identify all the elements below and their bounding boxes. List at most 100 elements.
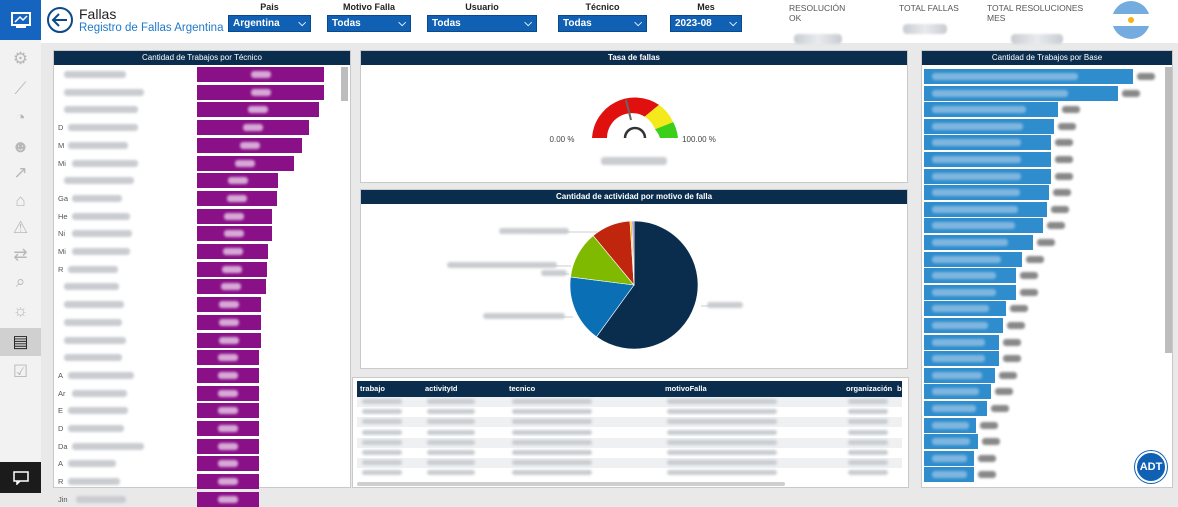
base-name-blurred <box>932 355 985 363</box>
pie-slice[interactable] <box>631 220 635 286</box>
sidebar-item-trend[interactable]: ↗ <box>0 159 41 187</box>
filter-label: Motivo Falla <box>342 2 395 12</box>
gauge-band-green <box>655 122 678 138</box>
sidebar-item-tag[interactable]: ⌂ <box>0 187 41 215</box>
tech-name-blurred <box>68 371 134 379</box>
table-cell-blurred <box>362 429 402 435</box>
base-bar-value-blurred <box>978 471 997 479</box>
base-bar-value-blurred <box>1003 355 1022 363</box>
base-name-blurred <box>932 421 969 429</box>
sidebar-item-search-chart[interactable]: ⌕ <box>0 268 41 296</box>
column-header[interactable]: activityId <box>425 384 458 393</box>
tech-bar-value-blurred <box>218 478 239 486</box>
tech-name-blurred <box>72 159 138 167</box>
pais-select[interactable]: Argentina ⌵ <box>228 15 311 32</box>
tech-name-label: Ni <box>58 229 66 239</box>
sidebar-item-checklist[interactable]: ☑ <box>0 358 41 386</box>
table-cell-blurred <box>512 470 592 476</box>
back-button[interactable] <box>47 7 73 33</box>
kpi-value-blurred <box>794 34 842 44</box>
lightbulb-icon: ☼ <box>12 301 29 320</box>
column-header[interactable]: tecnico <box>509 384 536 393</box>
base-bar-value-blurred <box>1019 288 1038 296</box>
tech-name-label: E <box>58 406 64 416</box>
base-name-blurred <box>932 239 1009 246</box>
tech-name-label: A <box>58 370 64 380</box>
table-row[interactable] <box>357 448 902 458</box>
table-cell-blurred <box>512 439 592 445</box>
tech-name-blurred <box>72 248 130 255</box>
tech-scrollbar[interactable] <box>341 67 348 101</box>
column-header[interactable]: trabajo <box>360 384 386 393</box>
select-value: Argentina <box>233 18 280 29</box>
table-cell-blurred <box>427 450 475 455</box>
tech-name-label: R <box>58 264 64 274</box>
tech-name-label: Jin <box>58 494 68 504</box>
tech-name-blurred <box>68 265 118 273</box>
table-cell-blurred <box>512 429 592 435</box>
sidebar-item-warning[interactable]: ⚠ <box>0 214 41 242</box>
table-cell-blurred <box>512 450 592 455</box>
filter-mes: Mes 2023-08 ⌵ <box>670 2 742 32</box>
table-cell-blurred <box>362 439 402 445</box>
filter-usuario: Usuario Todas ⌵ <box>427 2 537 32</box>
select-value: Todas <box>332 18 361 29</box>
tech-name-label: Ar <box>58 388 66 398</box>
tech-name-label: M <box>58 140 65 150</box>
filter-label: Pais <box>260 2 279 12</box>
panel-header: Cantidad de actividad por motivo de fall… <box>361 190 907 204</box>
base-name-blurred <box>932 172 1022 180</box>
tech-name-blurred <box>68 425 124 432</box>
sidebar-item-lightbulb[interactable]: ☼ <box>0 297 41 325</box>
pie-slice[interactable] <box>569 276 635 338</box>
sidebar-item-gauge[interactable]: ◔ <box>0 104 41 132</box>
table-cell-blurred <box>427 429 475 435</box>
kpi-label: TOTAL FALLAS <box>899 3 959 13</box>
table-row[interactable] <box>357 458 902 469</box>
panel-tasa-fallas: Tasa de fallas 0.00 % 100.00 % <box>360 50 908 183</box>
table-cell-blurred <box>512 409 592 415</box>
panel-tabla-trabajos: trabajo activityId tecnico motivoFalla organ… <box>352 377 909 488</box>
sidebar-item-report-alert[interactable]: ▤ <box>0 328 41 356</box>
panel-header: Tasa de fallas <box>361 51 907 65</box>
column-header[interactable]: b <box>897 384 902 393</box>
table-cell-blurred <box>362 460 402 466</box>
mes-select[interactable]: 2023-08 ⌵ <box>670 15 742 32</box>
sidebar-item-swap[interactable]: ⇄ <box>0 241 41 269</box>
table-row[interactable] <box>357 437 902 448</box>
tech-bar-value-blurred <box>247 106 268 114</box>
tecnico-select[interactable]: Todas ⌵ <box>558 15 647 32</box>
sidebar-item-people[interactable]: ☻ <box>0 133 41 161</box>
gauge-max-label: 100.00 % <box>682 135 716 144</box>
tech-bar-value-blurred <box>250 71 271 78</box>
tech-name-blurred <box>68 141 128 149</box>
tech-name-blurred <box>72 442 144 450</box>
column-header[interactable]: motivoFalla <box>665 384 707 393</box>
table-hscrollbar[interactable] <box>357 482 785 486</box>
table-row[interactable] <box>357 417 902 428</box>
base-scrollbar[interactable] <box>1165 67 1172 353</box>
tech-name-blurred <box>72 194 122 202</box>
pie-chart <box>447 220 743 350</box>
usuario-select[interactable]: Todas ⌵ <box>427 15 537 32</box>
kpi-value-blurred <box>1011 34 1063 44</box>
column-header[interactable]: organización <box>846 384 893 393</box>
sidebar-item-line-chart[interactable]: ⟋ <box>0 75 41 103</box>
tech-bar-value-blurred <box>218 301 239 309</box>
sidebar-item-settings[interactable]: ⚙ <box>0 45 41 73</box>
gauge-min-label: 0.00 % <box>550 135 575 144</box>
table-row[interactable] <box>357 397 902 407</box>
base-bar-value-blurred <box>1026 255 1045 263</box>
table-row[interactable] <box>357 427 902 438</box>
motivo-select[interactable]: Todas ⌵ <box>327 15 411 32</box>
table-row[interactable] <box>357 407 902 418</box>
tech-bar-value-blurred <box>227 177 248 185</box>
warning-icon: ⚠ <box>12 218 29 237</box>
home-button[interactable] <box>0 0 41 40</box>
table-row[interactable] <box>357 468 902 479</box>
chat-button[interactable] <box>0 462 41 493</box>
page-title: Fallas <box>79 6 117 22</box>
tech-name-label: Ga <box>58 193 69 203</box>
tech-bar-value-blurred <box>218 318 239 326</box>
pie-slice[interactable] <box>595 220 699 350</box>
